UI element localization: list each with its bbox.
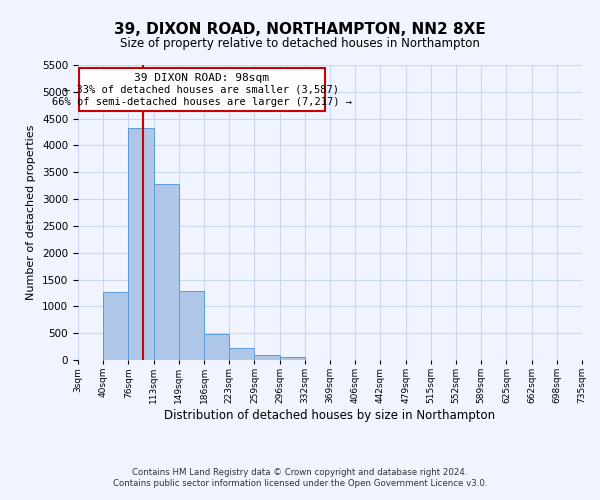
Text: Size of property relative to detached houses in Northampton: Size of property relative to detached ho… xyxy=(120,38,480,51)
Text: 39 DIXON ROAD: 98sqm: 39 DIXON ROAD: 98sqm xyxy=(134,72,269,83)
Text: 66% of semi-detached houses are larger (7,217) →: 66% of semi-detached houses are larger (… xyxy=(52,96,352,106)
Bar xyxy=(280,358,305,360)
Bar xyxy=(179,291,204,360)
Text: ← 33% of detached houses are smaller (3,587): ← 33% of detached houses are smaller (3,… xyxy=(64,85,339,95)
Bar xyxy=(154,184,179,360)
Bar xyxy=(229,348,254,360)
Text: Contains HM Land Registry data © Crown copyright and database right 2024.
Contai: Contains HM Land Registry data © Crown c… xyxy=(113,468,487,487)
X-axis label: Distribution of detached houses by size in Northampton: Distribution of detached houses by size … xyxy=(164,409,496,422)
Bar xyxy=(254,355,280,360)
FancyBboxPatch shape xyxy=(79,68,325,110)
Bar xyxy=(103,292,128,360)
Bar xyxy=(128,128,154,360)
Text: 39, DIXON ROAD, NORTHAMPTON, NN2 8XE: 39, DIXON ROAD, NORTHAMPTON, NN2 8XE xyxy=(114,22,486,38)
Bar xyxy=(204,334,229,360)
Y-axis label: Number of detached properties: Number of detached properties xyxy=(26,125,37,300)
